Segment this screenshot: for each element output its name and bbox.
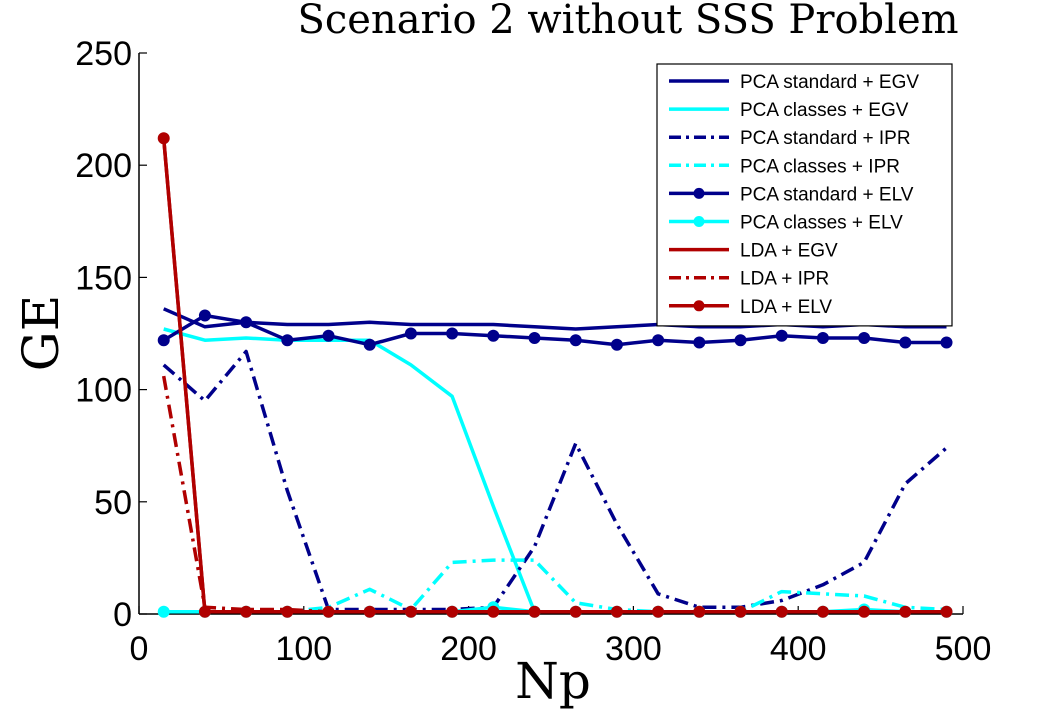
data-point <box>734 334 747 347</box>
y-tick-label: 0 <box>113 596 132 634</box>
data-point <box>940 605 953 618</box>
data-point <box>363 338 376 351</box>
data-point <box>157 132 170 145</box>
data-point <box>281 334 294 347</box>
legend-item: PCA classes + ELV <box>669 213 903 234</box>
y-axis-label: GE <box>12 295 70 371</box>
series-pca-classes-elv <box>157 601 953 618</box>
legend-label: LDA + ELV <box>740 297 832 318</box>
legend-item: LDA + IPR <box>669 269 829 290</box>
data-point <box>816 605 829 618</box>
data-point <box>899 336 912 349</box>
data-point <box>652 605 665 618</box>
legend-marker <box>693 216 705 227</box>
chart-title: Scenario 2 without SSS Problem <box>297 0 958 43</box>
series-lda-ipr <box>161 375 947 614</box>
data-point <box>446 605 459 618</box>
x-tick-label: 100 <box>275 630 332 668</box>
legend-label: PCA standard + EGV <box>740 72 919 93</box>
data-point <box>569 605 582 618</box>
data-point <box>816 331 829 344</box>
data-point <box>693 605 706 618</box>
x-tick-label: 200 <box>440 630 497 668</box>
series-line <box>163 558 947 614</box>
data-point <box>775 329 788 342</box>
data-point <box>858 331 871 344</box>
data-point <box>528 331 541 344</box>
data-point <box>528 605 541 618</box>
y-tick-label: 200 <box>75 147 132 185</box>
data-point <box>652 334 665 347</box>
series-lda-elv <box>157 132 953 618</box>
x-tick-label: 0 <box>130 630 149 668</box>
legend: PCA standard + EGV PCA classes + EGV PCA s… <box>656 63 953 327</box>
legend-label: PCA standard + IPR <box>740 128 911 149</box>
data-point <box>858 605 871 618</box>
legend-item: PCA classes + IPR <box>669 156 900 177</box>
series-pca-classes-ipr <box>163 558 947 614</box>
data-point <box>775 605 788 618</box>
legend-item: PCA standard + ELV <box>669 184 914 205</box>
legend-label: PCA classes + IPR <box>740 156 900 177</box>
data-point <box>363 605 376 618</box>
data-point <box>899 605 912 618</box>
axes: 0 100 200 300 400 500 0 50 100 150 200 250 <box>75 35 991 668</box>
data-point <box>693 336 706 349</box>
legend-label: PCA classes + EGV <box>740 100 909 121</box>
data-point <box>487 605 500 618</box>
data-point <box>157 605 170 618</box>
data-point <box>281 605 294 618</box>
x-tick-label: 400 <box>770 630 827 668</box>
data-point <box>404 327 417 340</box>
series-line <box>161 138 947 614</box>
data-point <box>157 334 170 347</box>
series-line <box>162 349 948 612</box>
data-point <box>487 329 500 342</box>
x-axis-label: Np <box>515 652 591 710</box>
data-point <box>940 336 953 349</box>
legend-item: PCA standard + EGV <box>669 72 919 93</box>
y-tick-label: 100 <box>75 372 132 410</box>
y-tick-label: 250 <box>75 35 132 73</box>
legend-label: PCA classes + ELV <box>740 213 903 234</box>
legend-label: LDA + EGV <box>740 241 838 262</box>
legend-label: LDA + IPR <box>740 269 829 290</box>
legend-label: PCA standard + ELV <box>740 184 914 205</box>
series-pca-standard-elv <box>157 309 953 351</box>
legend-item: PCA standard + IPR <box>669 128 911 149</box>
data-point <box>404 605 417 618</box>
data-point <box>240 605 253 618</box>
series-line <box>161 375 947 614</box>
x-tick-label: 300 <box>605 630 662 668</box>
data-point <box>734 605 747 618</box>
y-tick-label: 50 <box>94 484 132 522</box>
legend-marker <box>693 187 705 199</box>
legend-item: PCA classes + EGV <box>669 100 909 121</box>
plot-area <box>157 132 953 618</box>
data-point <box>446 327 459 340</box>
x-tick-label: 500 <box>935 630 992 668</box>
series-line <box>162 313 947 347</box>
data-point <box>569 334 582 347</box>
data-point <box>322 605 335 618</box>
y-tick-label: 150 <box>75 259 132 297</box>
data-point <box>610 338 623 351</box>
legend-marker <box>693 300 705 312</box>
legend-item: LDA + EGV <box>669 241 838 262</box>
series-pca-standard-ipr <box>162 349 948 612</box>
data-point <box>240 316 253 329</box>
data-point <box>610 605 623 618</box>
legend-item: LDA + ELV <box>669 297 832 318</box>
data-point <box>198 309 211 322</box>
data-point <box>322 329 335 342</box>
data-point <box>198 605 211 618</box>
